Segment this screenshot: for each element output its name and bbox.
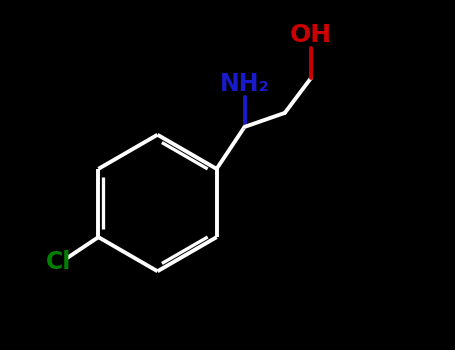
Text: Cl: Cl [46, 250, 71, 274]
Text: OH: OH [290, 23, 332, 47]
Text: NH₂: NH₂ [220, 72, 269, 96]
